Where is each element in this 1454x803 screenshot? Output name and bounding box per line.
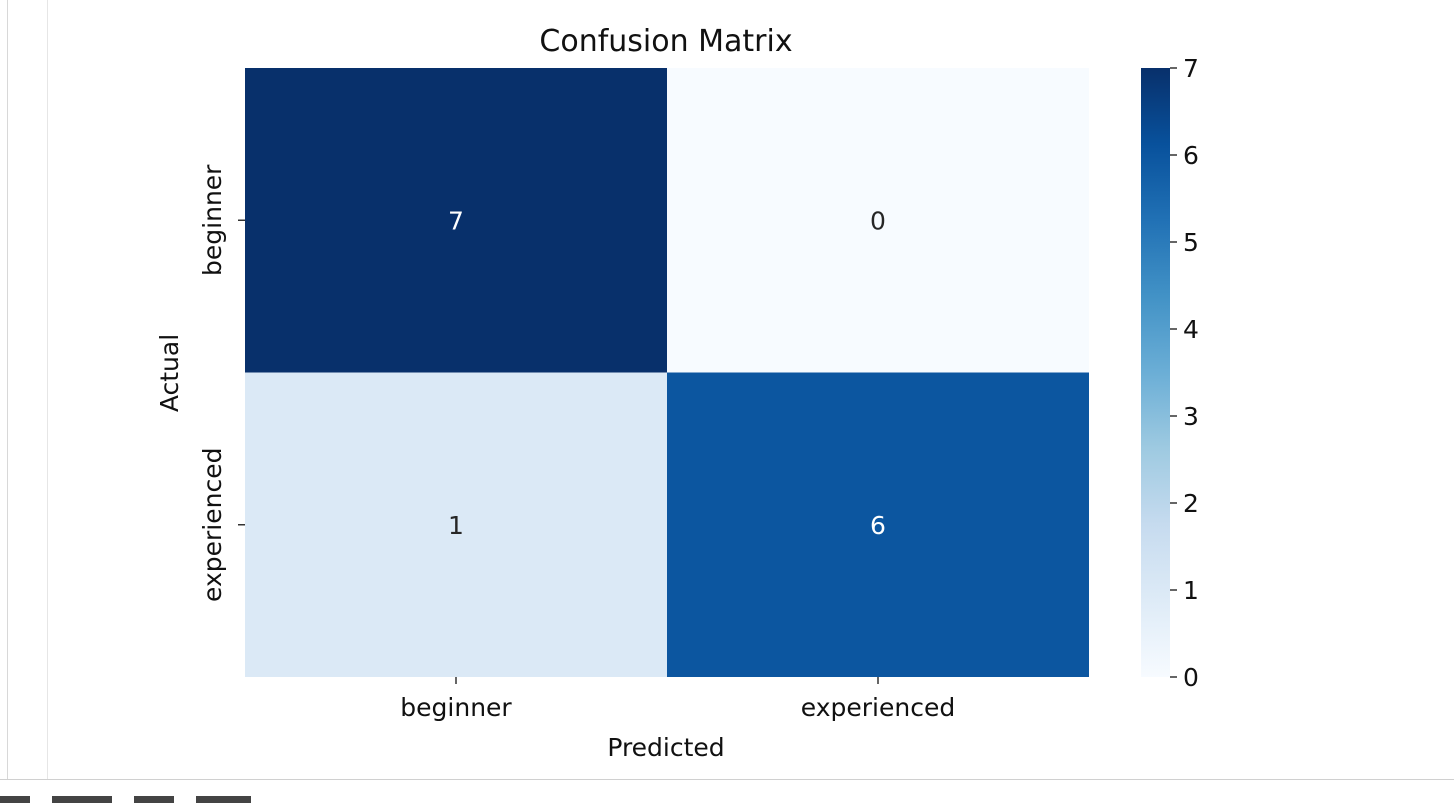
heatmap-cell — [667, 68, 1089, 373]
cell-value-label: 6 — [870, 511, 886, 540]
x-axis-ticks: beginner experienced — [400, 677, 955, 722]
y-axis-ticks: beginner experienced — [198, 164, 245, 602]
heatmap-cell — [245, 372, 667, 677]
cell-value-label: 1 — [448, 511, 464, 540]
cell-gutter-border — [7, 0, 8, 779]
colorbar — [1141, 68, 1170, 677]
colorbar-tick-label: 7 — [1183, 54, 1199, 83]
cell-value-label: 0 — [870, 206, 886, 235]
colorbar-tick-label: 5 — [1183, 228, 1199, 257]
confusion-matrix-chart: Confusion Matrix 7 0 1 6 beginner experience… — [155, 24, 1199, 762]
colorbar-ticks: 0 1 2 3 4 5 6 7 — [1170, 54, 1199, 692]
next-cell-preview — [0, 796, 420, 803]
cell-output-border — [47, 0, 48, 779]
y-tick-label: experienced — [198, 448, 227, 602]
y-axis-label: Actual — [155, 334, 184, 412]
colorbar-tick-label: 0 — [1183, 663, 1199, 692]
cell-divider — [0, 779, 1454, 780]
heatmap-cell-labels: 7 0 1 6 — [448, 206, 886, 540]
colorbar-tick-label: 2 — [1183, 489, 1199, 518]
colorbar-tick-label: 4 — [1183, 315, 1199, 344]
y-tick-label: beginner — [198, 164, 227, 276]
heatmap-cell — [667, 372, 1089, 677]
x-tick-label: beginner — [400, 693, 512, 722]
heatmap-cell — [245, 68, 667, 373]
heatmap-cells — [245, 68, 1089, 677]
cell-value-label: 7 — [448, 206, 464, 235]
chart-title: Confusion Matrix — [539, 24, 792, 59]
x-tick-label: experienced — [801, 693, 955, 722]
colorbar-tick-label: 1 — [1183, 576, 1199, 605]
x-axis-label: Predicted — [607, 733, 724, 762]
colorbar-tick-label: 3 — [1183, 402, 1199, 431]
colorbar-tick-label: 6 — [1183, 141, 1199, 170]
